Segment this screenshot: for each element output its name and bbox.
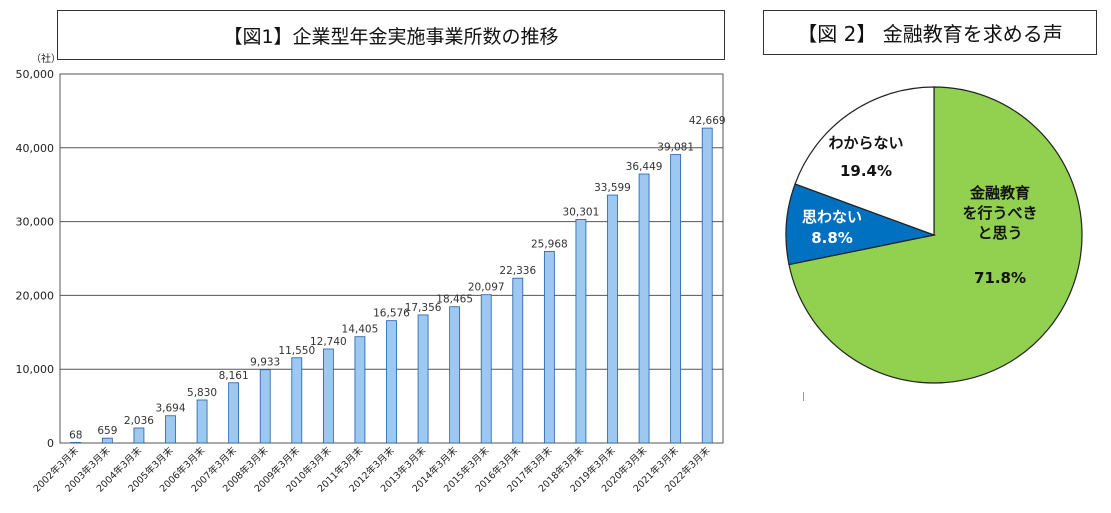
bar	[165, 415, 176, 444]
pie-slice-label: を行うべき	[962, 204, 1037, 222]
bar	[259, 369, 271, 444]
pie-slice	[785, 183, 937, 266]
bar-value-label: 5,830	[187, 387, 217, 399]
y-tick-label: 50,000	[16, 68, 55, 81]
bar-value-label: 17,356	[405, 302, 442, 314]
pie-slice-label: わからない	[828, 134, 903, 152]
y-tick-label: 10,000	[16, 363, 55, 376]
bar-value-label: 11,550	[278, 345, 315, 357]
y-tick-label: 20,000	[16, 289, 55, 302]
bar-value-label: 9,933	[250, 357, 280, 369]
pie-slice	[794, 86, 935, 236]
bar	[543, 250, 555, 444]
bar-value-label: 36,449	[626, 161, 663, 173]
bar-value-label: 14,405	[342, 324, 379, 336]
bar	[512, 277, 524, 444]
bar	[196, 399, 208, 444]
bar	[449, 306, 461, 444]
bar	[322, 348, 334, 444]
bar	[638, 173, 650, 444]
pie-chart-title: 【図 2】 金融教育を求める声	[763, 10, 1097, 55]
pie-slice-label: 金融教育	[969, 184, 1030, 202]
y-tick-label: 40,000	[16, 142, 55, 155]
bar-value-label: 30,301	[563, 206, 600, 218]
bar	[101, 437, 113, 444]
bar-value-label: 12,740	[310, 336, 347, 348]
bar	[701, 127, 713, 444]
bar-value-label: 33,599	[594, 182, 631, 194]
bar-value-label: 39,081	[657, 142, 694, 154]
bar	[228, 382, 240, 444]
y-axis-unit-label: （社）	[31, 52, 61, 65]
bar-value-label: 20,097	[468, 282, 505, 294]
bar	[354, 336, 366, 444]
pie-slice-percent: 71.8%	[974, 269, 1026, 287]
bar-value-label: 22,336	[499, 265, 536, 277]
stray-mark	[803, 392, 804, 401]
bar-value-label: 68	[69, 429, 82, 441]
bar-value-label: 2,036	[124, 415, 154, 427]
bar	[291, 357, 303, 444]
bar	[480, 294, 492, 444]
bar-value-label: 659	[97, 425, 117, 437]
bar-value-label: 18,465	[436, 294, 473, 306]
bar-chart-title: 【図1】企業型年金実施事業所数の推移	[57, 10, 725, 60]
bar	[70, 442, 82, 444]
bar-value-label: 16,576	[373, 308, 410, 320]
bar	[133, 427, 145, 444]
pie-slice-percent: 8.8%	[811, 229, 853, 247]
bar-value-label: 8,161	[219, 370, 249, 382]
pie-slice-label: 思わない	[802, 208, 862, 226]
bar	[670, 154, 682, 444]
pie-slice-percent: 19.4%	[840, 162, 892, 180]
bar-value-label: 3,694	[155, 403, 185, 415]
bar-value-label: 25,968	[531, 238, 568, 250]
y-tick-label: 0	[47, 437, 54, 450]
bar	[386, 320, 397, 444]
pie-slice-label: と思う	[977, 224, 1022, 242]
y-tick-label: 30,000	[16, 216, 55, 229]
bar-value-label: 42,669	[689, 115, 726, 127]
bar	[417, 314, 429, 444]
bar	[607, 194, 618, 444]
bar	[575, 218, 587, 444]
